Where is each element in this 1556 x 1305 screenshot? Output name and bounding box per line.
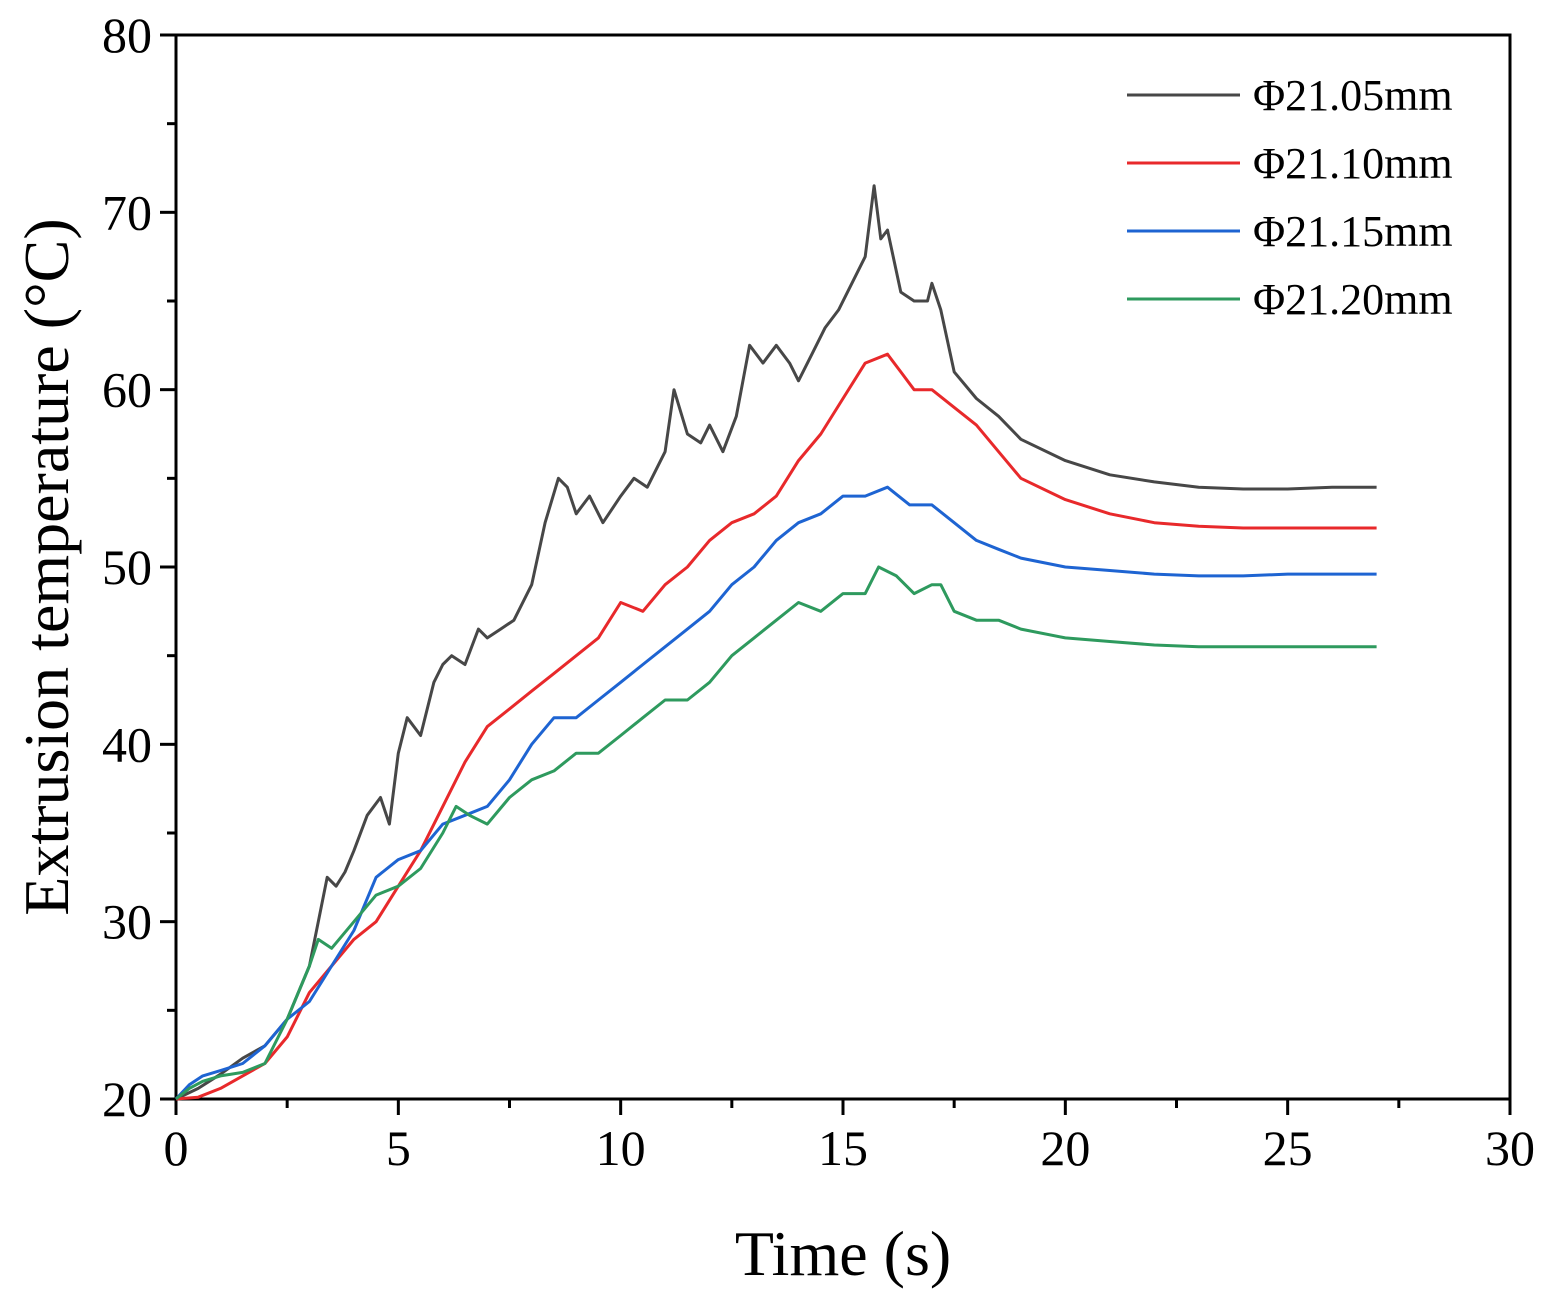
series-line-1	[175, 352, 1377, 1101]
y-tick-label: 40	[102, 716, 152, 772]
series-lines	[174, 184, 1377, 1101]
y-axis-title: Extrusion temperature (°C)	[11, 218, 82, 915]
series-line-3	[175, 565, 1377, 1101]
x-axis-title: Time (s)	[735, 1218, 951, 1289]
y-tick-label: 30	[102, 894, 152, 950]
x-tick-label: 5	[386, 1120, 411, 1176]
legend-label-2: Φ21.15mm	[1253, 207, 1453, 256]
legend-label-3: Φ21.20mm	[1253, 275, 1453, 324]
legend: Φ21.05mm Φ21.10mm Φ21.15mm Φ21.20mm	[1127, 71, 1453, 324]
y-tick-label: 60	[102, 362, 152, 418]
y-tick-label: 20	[102, 1071, 152, 1127]
y-tick-label: 80	[102, 7, 152, 63]
legend-label-1: Φ21.10mm	[1253, 139, 1453, 188]
series-line-2	[174, 485, 1377, 1101]
axis-ticks	[160, 33, 1512, 1115]
plot-frame	[174, 33, 1512, 1101]
axis-tick-labels: 0 5 10 15 20 25 30 20 30 40 50 60 70 80	[102, 7, 1535, 1176]
x-tick-label: 25	[1263, 1120, 1313, 1176]
y-tick-label: 70	[102, 184, 152, 240]
x-tick-label: 30	[1485, 1120, 1535, 1176]
y-tick-label: 50	[102, 539, 152, 595]
x-tick-label: 10	[596, 1120, 646, 1176]
x-tick-label: 15	[818, 1120, 868, 1176]
x-tick-label: 0	[164, 1120, 189, 1176]
series-line-0	[175, 184, 1377, 1101]
x-tick-label: 20	[1040, 1120, 1090, 1176]
legend-label-0: Φ21.05mm	[1253, 71, 1453, 120]
